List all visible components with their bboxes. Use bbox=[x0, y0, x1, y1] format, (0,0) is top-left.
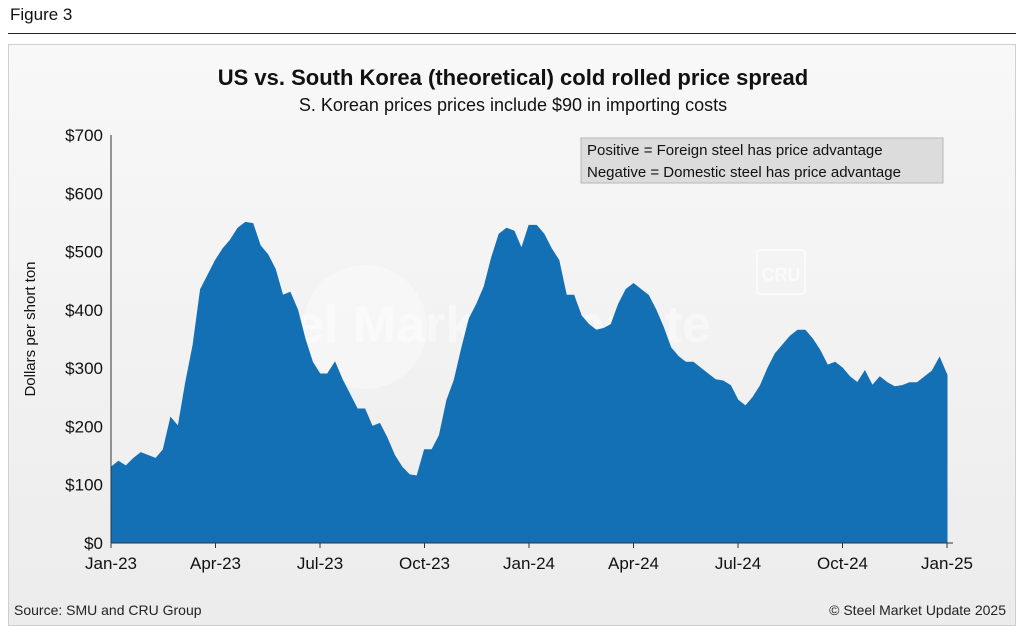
top-divider bbox=[8, 33, 1016, 34]
y-axis-label: Dollars per short ton bbox=[22, 261, 39, 396]
x-tick-label: Oct-24 bbox=[817, 554, 868, 573]
x-axis-ticks: Jan-23 Apr-23 Jul-23 Oct-23 Jan-24 Apr-24 Jul-… bbox=[85, 543, 973, 573]
figure-label: Figure 3 bbox=[10, 5, 73, 24]
legend-line-negative: Negative = Domestic steel has price adva… bbox=[587, 164, 901, 181]
chart-subtitle: S. Korean prices prices include $90 in i… bbox=[299, 95, 727, 115]
x-tick-label: Jan-25 bbox=[921, 554, 973, 573]
x-tick-label: Apr-24 bbox=[608, 554, 659, 573]
y-tick-label: $500 bbox=[65, 243, 103, 262]
x-tick-label: Jan-23 bbox=[85, 554, 137, 573]
copyright-note: © Steel Market Update 2025 bbox=[829, 602, 1006, 618]
y-tick-label: $0 bbox=[84, 534, 103, 553]
x-tick-label: Oct-23 bbox=[399, 554, 450, 573]
chart-panel: Steel Market Update CRU US vs. South Kor… bbox=[8, 44, 1016, 626]
chart-title: US vs. South Korea (theoretical) cold ro… bbox=[218, 65, 808, 90]
y-tick-label: $400 bbox=[65, 301, 103, 320]
y-tick-label: $300 bbox=[65, 359, 103, 378]
source-note: Source: SMU and CRU Group bbox=[14, 602, 202, 618]
y-tick-label: $100 bbox=[65, 476, 103, 495]
legend-box: Positive = Foreign steel has price advan… bbox=[580, 137, 944, 184]
y-axis-ticks: $0 $100 $200 $300 $400 $500 $600 $700 bbox=[65, 126, 103, 553]
cru-logo-text: CRU bbox=[762, 265, 801, 285]
x-tick-label: Jan-24 bbox=[503, 554, 555, 573]
series-area bbox=[110, 221, 948, 544]
legend-line-positive: Positive = Foreign steel has price advan… bbox=[587, 142, 883, 159]
x-tick-label: Jul-24 bbox=[715, 554, 761, 573]
y-tick-label: $700 bbox=[65, 126, 103, 145]
x-tick-label: Apr-23 bbox=[190, 554, 241, 573]
y-tick-label: $200 bbox=[65, 417, 103, 436]
cru-logo-icon bbox=[756, 249, 806, 295]
x-tick-label: Jul-23 bbox=[297, 554, 343, 573]
chart-svg: Steel Market Update CRU US vs. South Kor… bbox=[22, 65, 973, 573]
y-tick-label: $600 bbox=[65, 184, 103, 203]
legend-background bbox=[580, 137, 944, 184]
watermark-circle-icon bbox=[303, 265, 427, 389]
